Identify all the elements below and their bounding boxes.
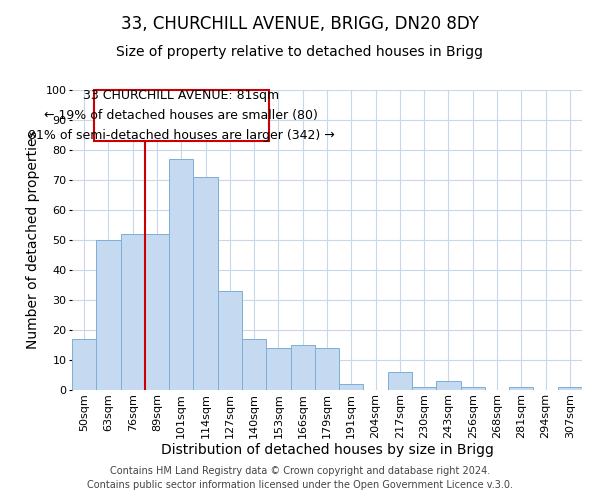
Bar — [290, 345, 315, 390]
Bar — [145, 234, 169, 390]
Bar — [461, 387, 485, 390]
Bar — [412, 387, 436, 390]
Text: Size of property relative to detached houses in Brigg: Size of property relative to detached ho… — [116, 45, 484, 59]
Bar — [193, 177, 218, 390]
X-axis label: Distribution of detached houses by size in Brigg: Distribution of detached houses by size … — [161, 444, 493, 458]
Text: 33, CHURCHILL AVENUE, BRIGG, DN20 8DY: 33, CHURCHILL AVENUE, BRIGG, DN20 8DY — [121, 15, 479, 33]
Bar — [388, 372, 412, 390]
Bar — [121, 234, 145, 390]
Bar — [169, 159, 193, 390]
Bar — [242, 339, 266, 390]
Bar — [509, 387, 533, 390]
Bar — [218, 291, 242, 390]
Bar — [436, 381, 461, 390]
Bar — [96, 240, 121, 390]
Bar — [72, 339, 96, 390]
Bar — [94, 90, 269, 141]
Bar — [266, 348, 290, 390]
Text: 33 CHURCHILL AVENUE: 81sqm
← 19% of detached houses are smaller (80)
81% of semi: 33 CHURCHILL AVENUE: 81sqm ← 19% of deta… — [28, 89, 335, 142]
Text: Contains HM Land Registry data © Crown copyright and database right 2024.
Contai: Contains HM Land Registry data © Crown c… — [87, 466, 513, 490]
Bar — [339, 384, 364, 390]
Y-axis label: Number of detached properties: Number of detached properties — [26, 130, 40, 350]
Bar — [558, 387, 582, 390]
Bar — [315, 348, 339, 390]
